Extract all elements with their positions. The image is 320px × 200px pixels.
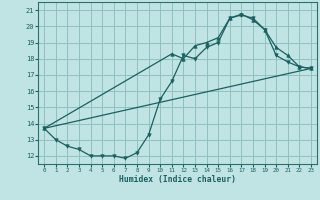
- X-axis label: Humidex (Indice chaleur): Humidex (Indice chaleur): [119, 175, 236, 184]
